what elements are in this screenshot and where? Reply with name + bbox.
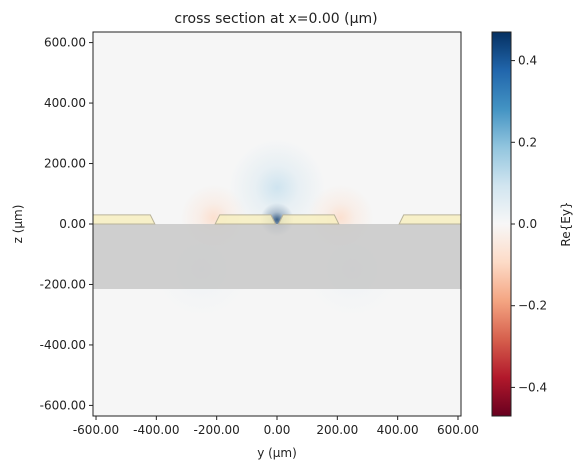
x-tick-label: 400.00 [377, 423, 419, 437]
x-tick-label: -400.00 [133, 423, 179, 437]
x-tick-label: -600.00 [73, 423, 119, 437]
x-axis-label: y (μm) [257, 446, 297, 460]
x-tick-label: -200.00 [194, 423, 240, 437]
colorbar-tick-label: −0.4 [518, 380, 547, 394]
field-blob [228, 139, 326, 237]
electrode [92, 214, 156, 225]
y-tick-label: 600.00 [44, 36, 86, 50]
y-tick-label: -400.00 [40, 338, 86, 352]
x-tick-label: 600.00 [437, 423, 479, 437]
colorbar: 0.4 0.2 0.0 −0.2 −0.4 Re{Ey} [491, 31, 573, 417]
colorbar-label: Re{Ey} [559, 201, 573, 246]
electrode [214, 214, 277, 225]
x-tick-label: 200.00 [316, 423, 358, 437]
y-tick-label: 400.00 [44, 96, 86, 110]
colorbar-strip [491, 31, 512, 417]
y-tick-label: -600.00 [40, 398, 86, 412]
plot-area [92, 31, 462, 417]
x-axis: -600.00 -400.00 -200.00 0.00 200.00 400.00 600… [73, 416, 479, 437]
colorbar-tick-label: 0.0 [518, 217, 537, 231]
colorbar-tick-label: 0.4 [518, 54, 537, 68]
chart-title: cross section at x=0.00 (μm) [174, 11, 377, 27]
y-axis: 600.00 400.00 200.00 0.00 -200.00 -400.00 -600… [40, 36, 93, 412]
x-tick-label: 0.00 [264, 423, 291, 437]
y-tick-label: 200.00 [44, 157, 86, 171]
y-axis-label: z (μm) [11, 205, 25, 244]
colorbar-tick-label: −0.2 [518, 299, 547, 313]
y-tick-label: 0.00 [59, 217, 86, 231]
electrode [277, 214, 340, 225]
y-tick-label: -200.00 [40, 277, 86, 291]
colorbar-tick-label: 0.2 [518, 135, 537, 149]
substrate-region [93, 224, 461, 290]
colorbar-ticks: 0.4 0.2 0.0 −0.2 −0.4 [511, 54, 547, 394]
electrode [398, 214, 462, 225]
structure-layer [92, 214, 462, 290]
